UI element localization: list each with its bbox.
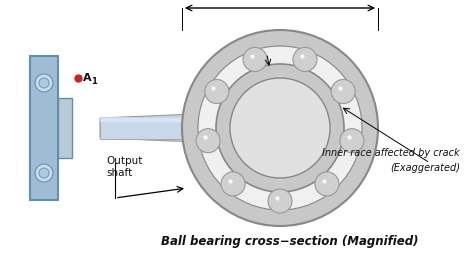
Circle shape: [340, 129, 364, 153]
Circle shape: [315, 172, 339, 196]
Circle shape: [230, 78, 330, 178]
Circle shape: [243, 47, 267, 71]
Text: A: A: [83, 73, 91, 83]
Text: Ball bearing cross−section (Magnified): Ball bearing cross−section (Magnified): [161, 235, 419, 248]
Circle shape: [216, 64, 344, 192]
Circle shape: [35, 164, 53, 182]
Circle shape: [182, 30, 378, 226]
Circle shape: [293, 47, 317, 71]
Bar: [30, 56, 58, 200]
Bar: [100, 117, 197, 122]
Circle shape: [198, 46, 362, 210]
Circle shape: [35, 74, 53, 92]
Text: 1: 1: [91, 76, 97, 85]
Bar: [58, 98, 72, 158]
Polygon shape: [100, 110, 207, 146]
Circle shape: [39, 78, 49, 88]
Text: Output
shaft: Output shaft: [106, 156, 142, 178]
Circle shape: [39, 168, 49, 178]
Text: d: d: [301, 51, 310, 64]
Circle shape: [331, 80, 355, 104]
Circle shape: [196, 129, 220, 153]
Text: Inner race affected by crack: Inner race affected by crack: [322, 148, 460, 158]
Circle shape: [268, 189, 292, 213]
Circle shape: [205, 80, 229, 104]
Text: (Exaggerated): (Exaggerated): [390, 163, 460, 173]
Bar: [100, 117, 197, 139]
Circle shape: [221, 172, 245, 196]
